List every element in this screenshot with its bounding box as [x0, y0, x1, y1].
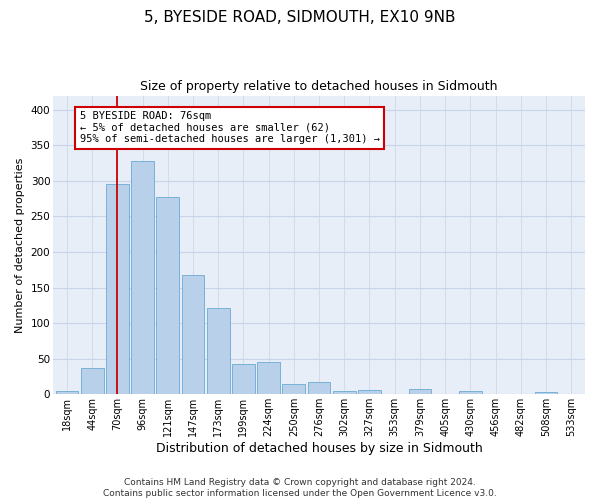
- Text: 5, BYESIDE ROAD, SIDMOUTH, EX10 9NB: 5, BYESIDE ROAD, SIDMOUTH, EX10 9NB: [144, 10, 456, 25]
- Text: Contains HM Land Registry data © Crown copyright and database right 2024.
Contai: Contains HM Land Registry data © Crown c…: [103, 478, 497, 498]
- Bar: [182, 275, 205, 394]
- Bar: [283, 384, 305, 394]
- Text: 5 BYESIDE ROAD: 76sqm
← 5% of detached houses are smaller (62)
95% of semi-detac: 5 BYESIDE ROAD: 76sqm ← 5% of detached h…: [80, 111, 380, 144]
- Bar: [232, 364, 255, 394]
- Title: Size of property relative to detached houses in Sidmouth: Size of property relative to detached ho…: [140, 80, 498, 93]
- Y-axis label: Number of detached properties: Number of detached properties: [15, 157, 25, 332]
- Bar: [257, 362, 280, 394]
- Bar: [56, 392, 78, 394]
- Bar: [131, 161, 154, 394]
- Bar: [207, 308, 230, 394]
- Bar: [459, 392, 482, 394]
- Bar: [358, 390, 381, 394]
- Bar: [333, 390, 356, 394]
- Bar: [81, 368, 104, 394]
- Bar: [535, 392, 557, 394]
- Bar: [409, 390, 431, 394]
- Bar: [157, 196, 179, 394]
- X-axis label: Distribution of detached houses by size in Sidmouth: Distribution of detached houses by size …: [155, 442, 482, 455]
- Bar: [308, 382, 331, 394]
- Bar: [106, 184, 129, 394]
